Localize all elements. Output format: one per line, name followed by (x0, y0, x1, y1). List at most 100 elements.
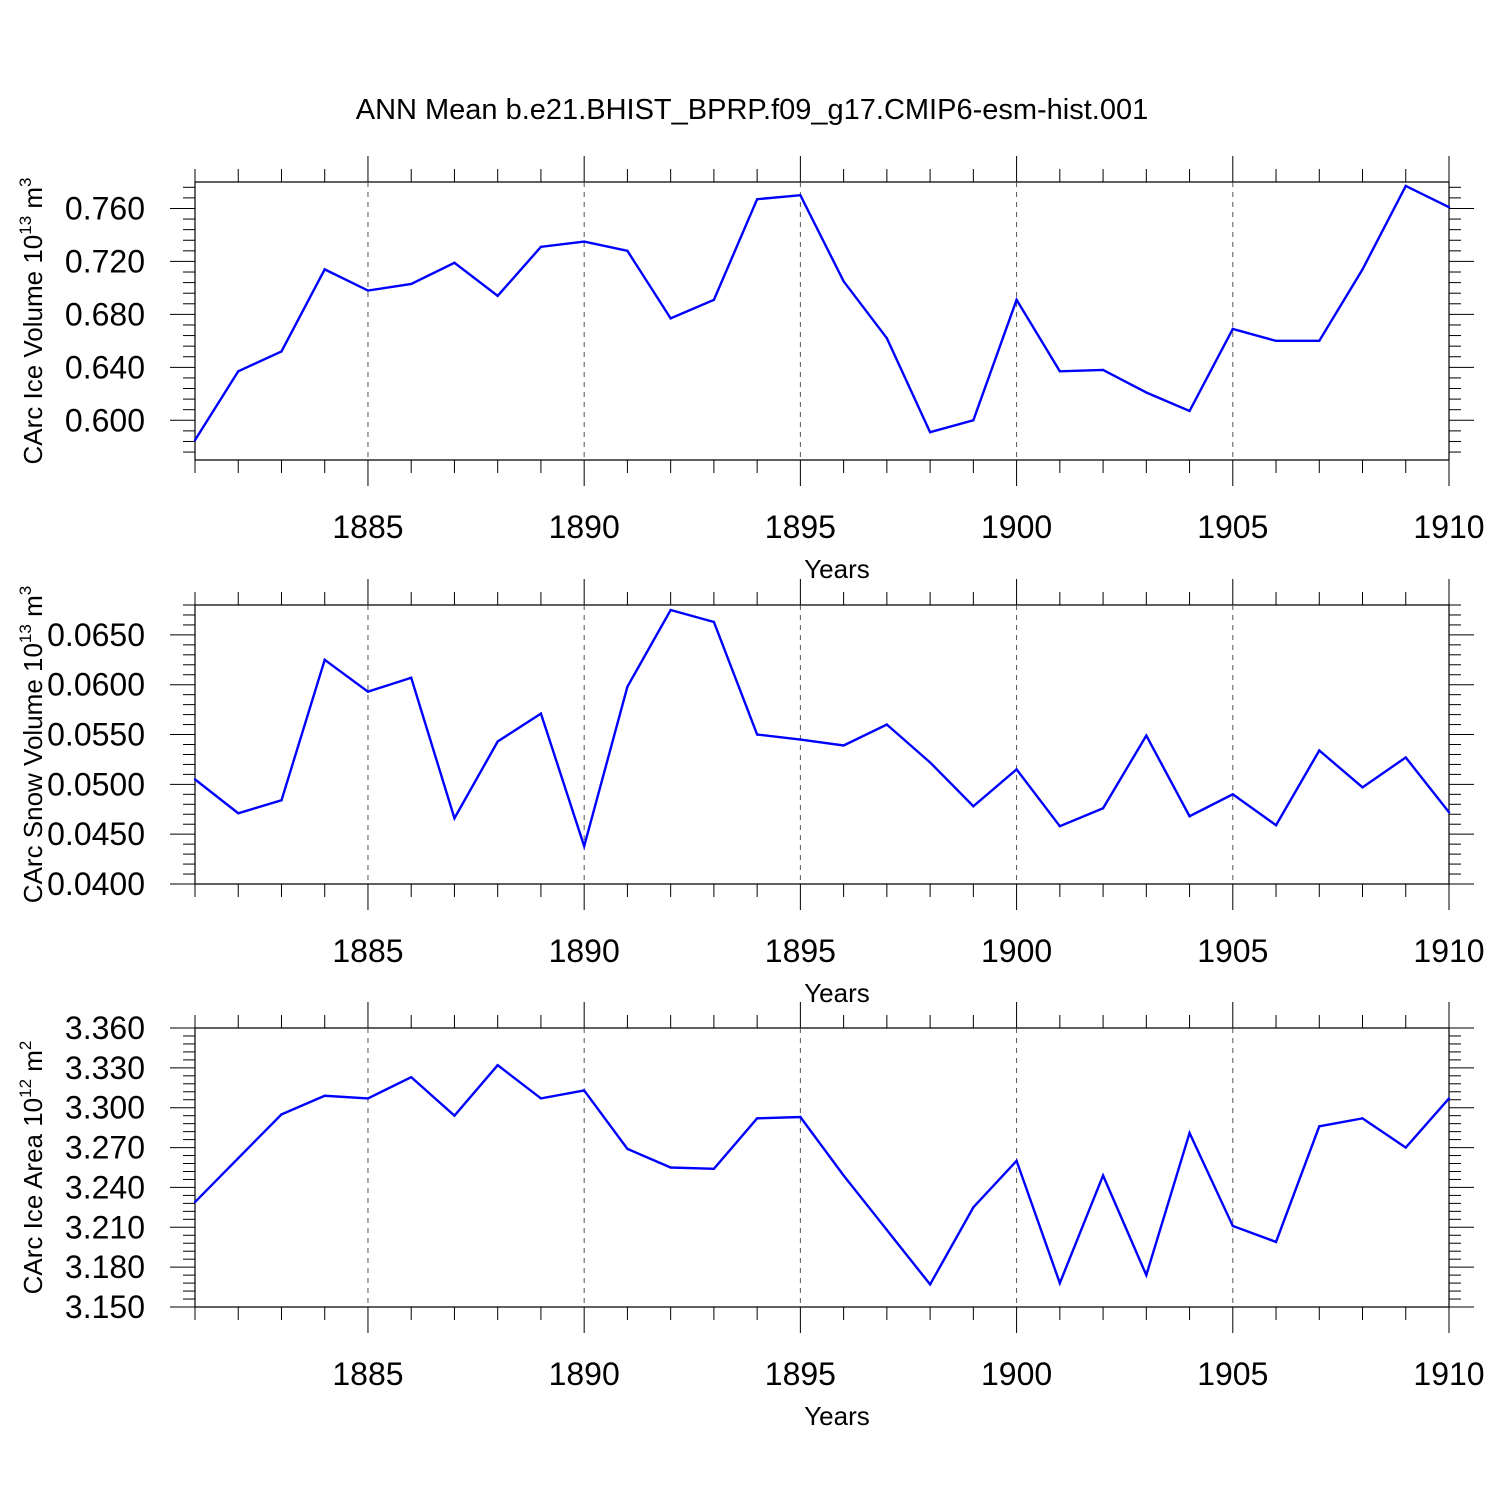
data-point (193, 778, 197, 781)
data-point (669, 317, 672, 320)
y-tick-label: 0.0650 (47, 617, 145, 653)
x-tick-label: 1900 (981, 509, 1052, 545)
data-point (755, 198, 759, 201)
data-point (1231, 1224, 1234, 1228)
data-point (410, 676, 413, 679)
data-point (842, 280, 845, 283)
y-axis-label-text: CArc Snow Volume (18, 672, 48, 903)
y-tick-label: 3.300 (65, 1090, 145, 1126)
y-axis-unit-exponent: 13 (16, 624, 35, 643)
data-point (712, 298, 716, 302)
data-point (453, 1114, 456, 1117)
y-tick-label: 3.240 (65, 1169, 145, 1205)
x-tick-label: 1890 (549, 1356, 620, 1392)
y-tick-label: 0.720 (65, 243, 145, 279)
data-point (1361, 786, 1364, 789)
x-tick-label: 1885 (332, 1356, 403, 1392)
data-point (972, 1206, 975, 1209)
data-point (1404, 756, 1407, 759)
y-axis-unit-base: 10 (18, 235, 48, 264)
data-point (885, 1228, 889, 1232)
data-point (410, 282, 413, 286)
data-point (972, 419, 975, 422)
x-tick-label: 1895 (765, 1356, 836, 1392)
data-point (1188, 1131, 1191, 1135)
x-tick-label: 1905 (1197, 509, 1268, 545)
x-tick-label: 1910 (1413, 509, 1484, 545)
data-point (885, 337, 889, 340)
data-point (842, 744, 845, 747)
y-axis-label: CArc Ice Area 1012 m2 (16, 1041, 48, 1295)
data-point (1404, 1146, 1407, 1149)
y-tick-label: 0.640 (65, 349, 145, 385)
data-point (366, 289, 370, 292)
y-axis-label: CArc Snow Volume 1013 m3 (16, 586, 48, 903)
data-point (928, 761, 932, 764)
data-point (1447, 811, 1451, 814)
panel-ice-volume: 1885 1890 1895 1900 1905 1910 Years 0.600 0.640 0… (16, 156, 1485, 584)
data-point (799, 1115, 802, 1119)
data-point (712, 1167, 716, 1171)
data-point (193, 1200, 197, 1204)
data-point (496, 740, 499, 743)
y-axis-unit-suffix-exponent: 2 (16, 1041, 35, 1050)
data-point (323, 658, 326, 661)
x-axis-label: Years (804, 1401, 870, 1431)
y-axis-unit-suffix-exponent: 3 (16, 586, 35, 595)
data-point (237, 370, 240, 373)
y-tick-label: 0.760 (65, 190, 145, 226)
data-point (1274, 824, 1278, 827)
y-axis-unit-suffix: m (18, 187, 48, 216)
data-point (453, 817, 456, 820)
data-point (1015, 298, 1018, 302)
data-point (1101, 807, 1105, 810)
data-point (1058, 370, 1062, 373)
y-tick-label: 0.0550 (47, 717, 145, 753)
data-point (972, 805, 975, 808)
data-point (1447, 1097, 1451, 1100)
data-point (1361, 1117, 1364, 1120)
data-point (885, 723, 889, 726)
x-tick-label: 1900 (981, 1356, 1052, 1392)
data-point (842, 1174, 845, 1177)
x-tick-label: 1895 (765, 509, 836, 545)
data-point (928, 1283, 932, 1286)
data-point (1318, 749, 1321, 752)
x-tick-label: 1890 (549, 933, 620, 969)
y-tick-label: 3.360 (65, 1010, 145, 1046)
data-point (1361, 268, 1364, 271)
data-point (193, 438, 197, 442)
x-tick-label: 1890 (549, 509, 620, 545)
data-point (237, 1157, 240, 1160)
data-point (1188, 409, 1191, 413)
data-point (1058, 1281, 1062, 1285)
y-tick-label: 0.0400 (47, 866, 145, 902)
figure-title: ANN Mean b.e21.BHIST_BPRP.f09_g17.CMIP6-… (356, 94, 1149, 126)
y-tick-label: 3.210 (65, 1209, 145, 1245)
y-axis-unit-base: 10 (18, 1098, 48, 1127)
x-axis-label: Years (804, 978, 870, 1008)
data-point (1404, 184, 1407, 188)
y-axis-label-text: CArc Ice Volume (18, 264, 48, 465)
data-point (1015, 768, 1018, 771)
panels: 1885 1890 1895 1900 1905 1910 Years 0.600 0.640 0… (16, 156, 1485, 1431)
data-point (1231, 327, 1234, 331)
data-point (626, 685, 629, 688)
y-axis-label-text: CArc Ice Area (18, 1127, 48, 1295)
x-tick-label: 1905 (1197, 1356, 1268, 1392)
data-point (280, 799, 283, 802)
data-point (626, 249, 629, 253)
data-point (712, 620, 716, 624)
data-point (582, 1089, 586, 1092)
data-point (626, 1147, 629, 1151)
data-point (799, 738, 802, 741)
data-point (1231, 793, 1234, 796)
data-point (453, 261, 456, 264)
data-point (1058, 825, 1062, 828)
data-point (669, 1166, 672, 1169)
y-tick-label: 0.0600 (47, 667, 145, 703)
x-tick-label: 1885 (332, 509, 403, 545)
y-tick-label: 0.680 (65, 296, 145, 332)
series-line-ice-volume (193, 184, 1450, 441)
